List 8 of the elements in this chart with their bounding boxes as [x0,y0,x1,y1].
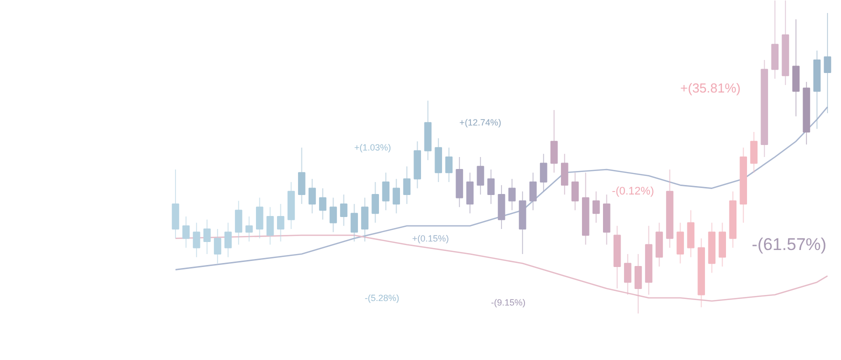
annotation: +(35.81%) [680,80,741,96]
annotation: +(0.15%) [412,233,449,244]
annotation: +(12.74%) [459,118,502,128]
annotation: -(0.12%) [612,185,654,198]
annotation: -(5.28%) [364,292,400,303]
annotation: -(61.57%) [752,235,826,254]
annotation: +(1.03%) [354,142,392,153]
annotation: -(9.15%) [490,298,526,308]
